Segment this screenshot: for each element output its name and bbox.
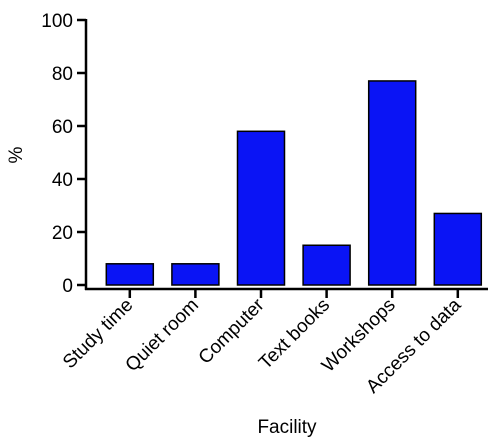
y-axis: 0 20 40 60 80 100 xyxy=(41,11,88,297)
y-tick-label: 0 xyxy=(62,276,73,297)
y-tick-label: 40 xyxy=(52,170,73,191)
bar-study-time xyxy=(105,263,155,286)
bars-layer xyxy=(105,80,483,286)
bar-access-to-data xyxy=(433,212,483,286)
y-axis-title: % xyxy=(6,146,27,163)
bar-computer xyxy=(236,130,286,286)
bar-quiet-room xyxy=(171,263,220,286)
bar-workshops xyxy=(367,80,417,286)
x-axis-title: Facility xyxy=(257,417,317,438)
y-tick-label: 80 xyxy=(52,64,73,85)
y-tick-label: 20 xyxy=(52,223,73,244)
bar-text-books xyxy=(302,244,351,286)
y-tick-label: 60 xyxy=(52,117,73,138)
y-tick-label: 100 xyxy=(41,11,73,32)
